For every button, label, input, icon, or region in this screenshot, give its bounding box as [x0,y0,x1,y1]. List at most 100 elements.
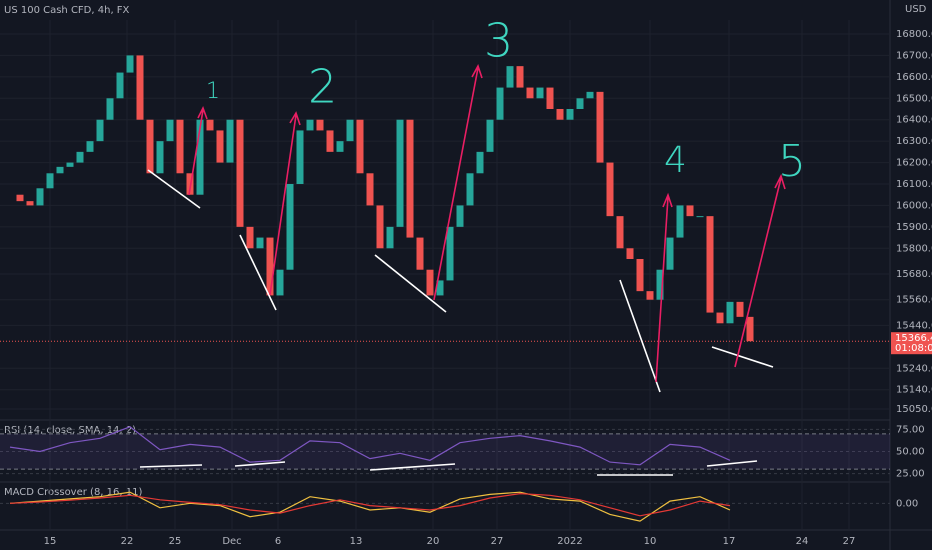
rsi-line [139,464,203,468]
candle [556,109,564,120]
candle [536,87,544,99]
candle [586,91,594,99]
x-tick-label: 27 [491,536,504,547]
candle [636,259,644,292]
candle [166,119,174,142]
candle [66,162,74,167]
y-tick-label: 16300.00 [896,136,932,147]
y-tick-label: 16400.00 [896,115,932,126]
candle [446,226,454,281]
candle [86,141,94,152]
rsi-line [369,463,456,471]
candle [606,162,614,217]
y-tick-label: 16500.00 [896,93,932,104]
candle [326,130,334,152]
candle [206,119,214,131]
y-tick-label: 15050.00 [896,404,932,415]
candle [516,66,524,88]
candle [726,301,734,324]
wave-label: 3 [484,14,513,68]
y-tick-label: 16000.00 [896,200,932,211]
y-tick-label: 15560.00 [896,295,932,306]
candle [46,173,54,189]
candle [426,269,434,296]
y-tick-label: 15800.00 [896,243,932,254]
x-tick-label: 13 [350,536,363,547]
series-line [9,492,731,517]
arrow [655,192,673,383]
countdown: 01:08:02 [895,343,932,354]
candle [436,280,444,296]
candle [526,87,534,99]
x-tick-label: 27 [843,536,856,547]
candle [396,119,404,227]
candle [196,119,204,195]
candle [276,269,284,296]
candle [376,205,384,249]
y-tick-label: 50.00 [896,447,925,458]
candle [56,166,64,174]
x-tick-label: Dec [222,536,241,547]
arrow [188,105,208,196]
rsi-line [234,461,286,467]
y-tick-label: 16800.00 [896,29,932,40]
candle [706,216,714,313]
candle [146,119,154,174]
candle [26,201,34,206]
candle [616,216,624,249]
trend-line [147,169,201,209]
wave-label: 5 [778,136,806,187]
price-tag-label: 15366.42 [895,333,932,344]
candle [106,98,114,120]
price-tag [891,332,932,355]
candle [76,151,84,163]
arrow [269,111,301,296]
candle [186,173,194,195]
candle [286,184,294,270]
x-tick-label: 2022 [557,536,582,547]
candle [296,130,304,184]
x-tick-label: 22 [121,536,134,547]
candle [136,55,144,120]
candle [406,119,414,238]
candle [246,226,254,249]
y-tick-label: 75.00 [896,424,925,435]
candle [746,316,754,342]
candle [666,237,674,270]
candle [736,301,744,317]
candle [16,194,24,202]
wave-label: 1 [206,79,220,104]
candle [266,237,274,296]
candle [116,72,124,99]
candle [306,119,314,131]
candle [546,87,554,109]
wave-label: 4 [664,140,687,181]
candle [656,269,664,300]
candle [576,98,584,109]
candle [216,130,224,163]
candle [176,119,184,174]
candle [486,119,494,152]
candle [356,119,364,174]
trend-line [619,279,661,393]
candle [686,205,694,217]
x-tick-label: 25 [169,536,182,547]
y-tick-label: 15900.00 [896,222,932,233]
currency: USD [905,4,927,15]
y-tick-label: 25.00 [896,469,925,480]
x-tick-label: 15 [44,536,57,547]
candle [646,291,654,300]
candle [96,119,104,142]
y-tick-label: 16100.00 [896,179,932,190]
x-tick-label: 24 [796,536,809,547]
candle [496,87,504,120]
candle [466,173,474,206]
series-line [9,491,731,522]
candle [126,55,134,73]
arrow [734,173,786,368]
candle [336,141,344,152]
x-tick-label: 10 [644,536,657,547]
candle [696,216,704,218]
candle [506,66,514,88]
